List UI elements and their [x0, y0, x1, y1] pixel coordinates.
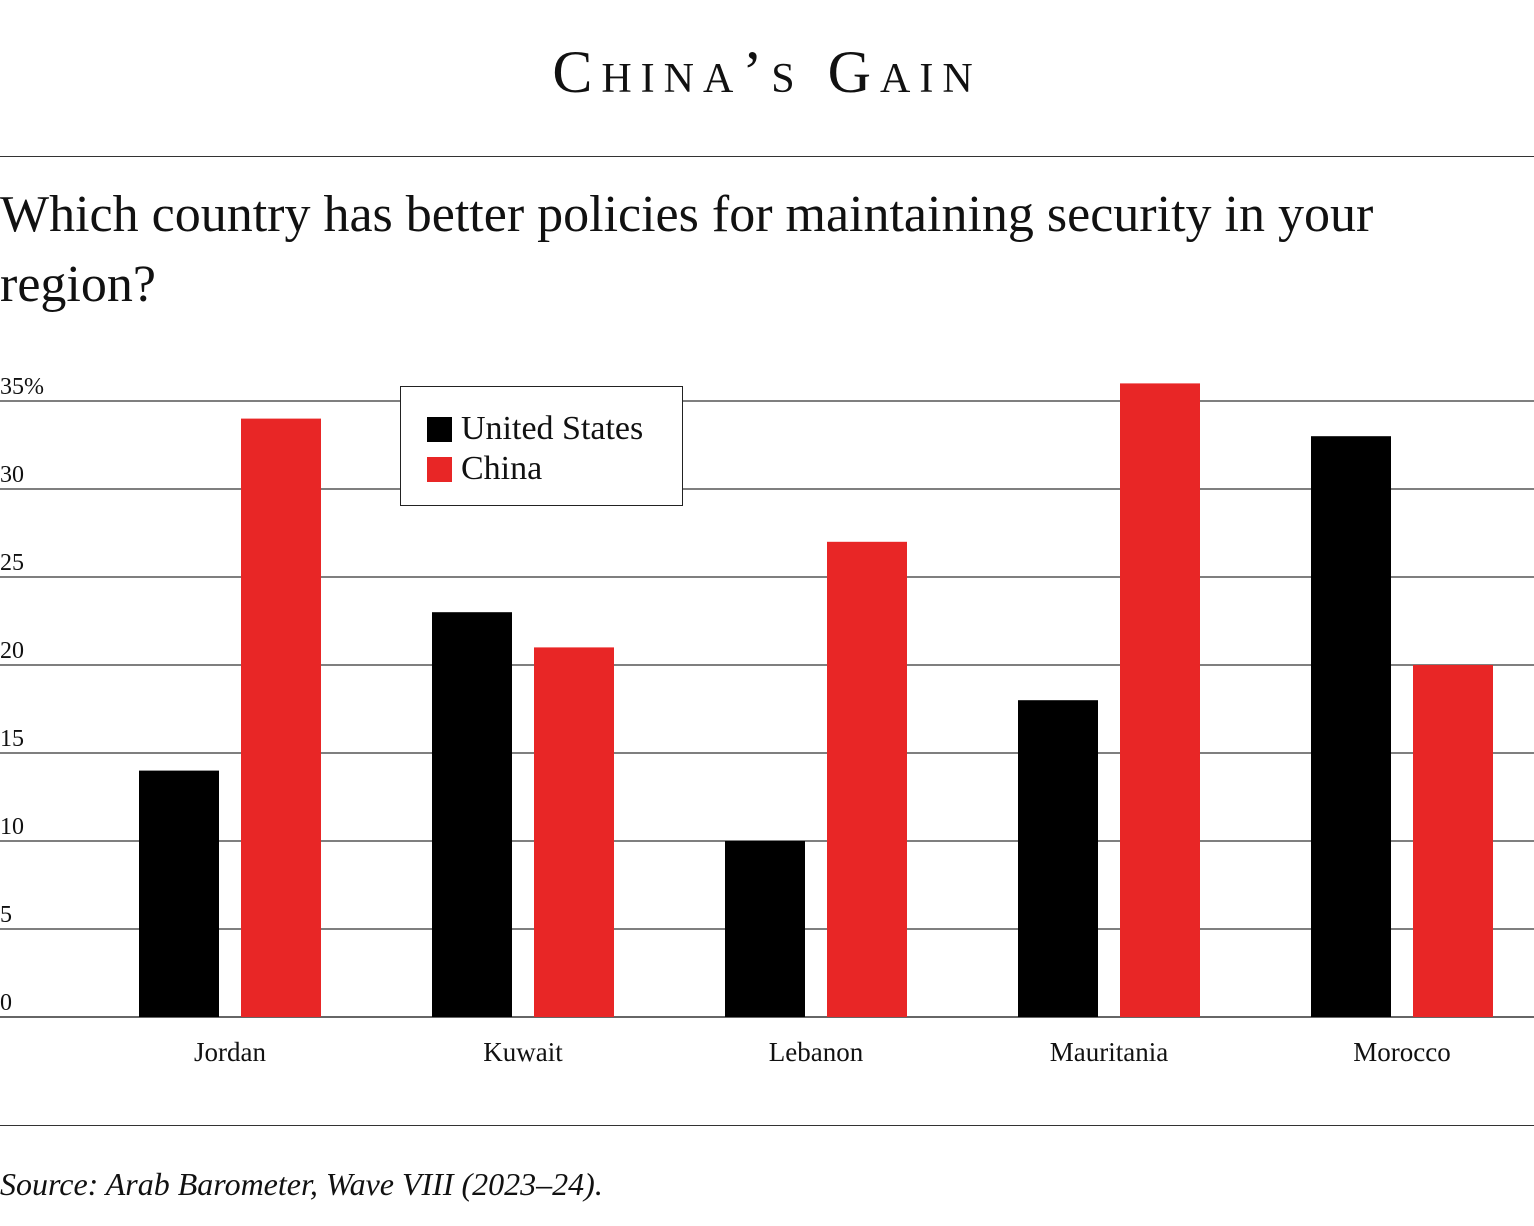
y-axis-ticks: 0 5 10 15 20 25 30 35% [0, 374, 44, 1016]
legend-label-china: China [461, 450, 543, 487]
chart-title: China’s Gain [552, 39, 982, 105]
bar-mauritania-united-states [1018, 700, 1098, 1017]
x-tick-label-jordan: Jordan [194, 1037, 266, 1067]
y-tick-label-15: 15 [0, 726, 24, 752]
legend-item-china: China [427, 449, 542, 489]
top-divider [0, 156, 1534, 157]
y-tick-label-5: 5 [0, 902, 12, 928]
bar-lebanon-united-states [725, 841, 805, 1017]
y-tick-label-10: 10 [0, 814, 24, 840]
legend-swatch-china [427, 456, 452, 482]
bars [139, 383, 1493, 1018]
bar-morocco-china [1413, 665, 1493, 1017]
chart-question: Which country has better policies for ma… [0, 186, 1374, 313]
y-tick-label-30: 30 [0, 462, 24, 488]
x-tick-label-kuwait: Kuwait [483, 1037, 563, 1067]
bar-kuwait-china [534, 647, 614, 1017]
bottom-divider [0, 1125, 1534, 1126]
source-note: Source: Arab Barometer, Wave VIII (2023–… [0, 1166, 603, 1202]
x-tick-label-mauritania: Mauritania [1050, 1037, 1168, 1067]
bar-morocco-united-states [1311, 436, 1391, 1017]
x-tick-label-lebanon: Lebanon [769, 1037, 864, 1067]
y-tick-label-35: 35% [0, 374, 44, 400]
legend-item-united-states: United States [427, 409, 643, 449]
legend: United States China [400, 386, 683, 506]
x-axis-labels: Jordan Kuwait Lebanon Mauritania Morocco [194, 1037, 1451, 1067]
bar-lebanon-china [827, 541, 907, 1017]
legend-swatch-united-states [427, 416, 452, 442]
y-tick-label-20: 20 [0, 638, 24, 664]
bar-chart: 0 5 10 15 20 25 30 35% Jordan Kuwait Lebanon Mauri… [0, 374, 1534, 1067]
bar-kuwait-united-states [432, 612, 512, 1017]
x-tick-label-morocco: Morocco [1353, 1037, 1450, 1067]
y-tick-label-25: 25 [0, 550, 24, 576]
bar-jordan-china [241, 418, 321, 1018]
bar-jordan-united-states [139, 770, 219, 1017]
bar-mauritania-china [1120, 383, 1200, 1017]
y-tick-label-0: 0 [0, 990, 12, 1016]
legend-label-united-states: United States [461, 410, 644, 447]
